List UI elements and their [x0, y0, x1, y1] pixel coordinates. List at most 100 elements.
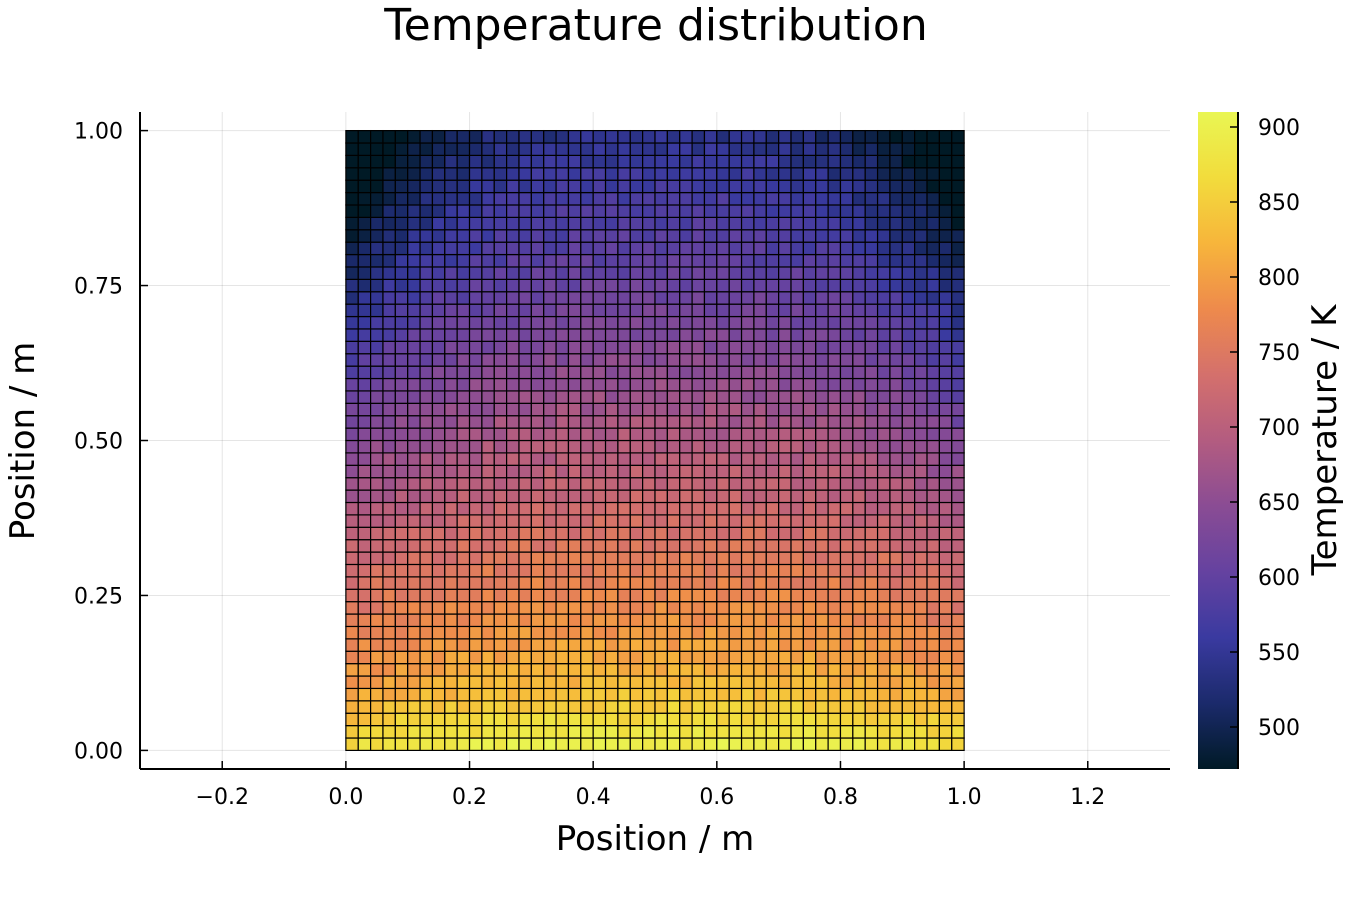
heatmap-cell — [345, 241, 359, 256]
heatmap-cell — [407, 700, 421, 714]
heatmap-cell — [654, 501, 668, 516]
heatmap-cell — [703, 253, 718, 268]
heatmap-cell — [666, 725, 681, 739]
heatmap-cell — [592, 650, 607, 665]
heatmap-cell — [567, 501, 582, 516]
heatmap-cell — [716, 712, 730, 727]
heatmap-cell — [901, 278, 916, 293]
heatmap-cell — [394, 588, 409, 603]
heatmap-cell — [407, 725, 421, 739]
heatmap-cell — [951, 229, 965, 243]
heatmap-cell — [703, 687, 718, 702]
heatmap-cell — [481, 315, 495, 330]
heatmap-cell — [543, 439, 557, 454]
heatmap-cell — [468, 365, 483, 380]
heatmap-cell — [604, 452, 619, 466]
heatmap-cell — [580, 601, 594, 615]
heatmap-cell — [468, 253, 483, 268]
heatmap-cell — [901, 241, 916, 256]
heatmap-cell — [382, 675, 396, 690]
heatmap-cell — [654, 303, 668, 318]
heatmap-cell — [876, 539, 891, 553]
heatmap-cell — [703, 328, 718, 342]
heatmap-cell — [802, 514, 817, 528]
heatmap-cell — [468, 551, 483, 566]
heatmap-cell — [765, 489, 780, 504]
heatmap-cell — [864, 501, 879, 516]
heatmap-cell — [889, 539, 903, 553]
heatmap-cell — [468, 204, 483, 218]
heatmap-cell — [382, 142, 396, 156]
heatmap-cell — [394, 477, 409, 491]
heatmap-cell — [716, 167, 730, 181]
heatmap-cell — [345, 216, 359, 231]
heatmap-cell — [567, 266, 582, 280]
heatmap-cell — [753, 253, 767, 268]
heatmap-cell — [740, 167, 755, 181]
heatmap-cell — [876, 266, 891, 280]
heatmap-cell — [567, 712, 582, 727]
heatmap-cell — [394, 675, 409, 690]
heatmap-cell — [716, 625, 730, 640]
heatmap-cell — [728, 179, 743, 194]
heatmap-cell — [555, 563, 570, 578]
heatmap-cell — [876, 700, 891, 714]
heatmap-cell — [778, 551, 792, 566]
heatmap-cell — [778, 179, 792, 194]
heatmap-cell — [617, 452, 631, 466]
heatmap-cell — [654, 179, 668, 194]
heatmap-cell — [914, 675, 928, 690]
heatmap-cell — [456, 477, 471, 491]
heatmap-cell — [852, 167, 866, 181]
heatmap-cell — [703, 539, 718, 553]
heatmap-cell — [642, 725, 656, 739]
heatmap-cell — [703, 576, 718, 590]
heatmap-cell — [740, 551, 755, 566]
heatmap-cell — [728, 687, 743, 702]
heatmap-cell — [530, 229, 545, 243]
heatmap-cell — [901, 253, 916, 268]
heatmap-cell — [456, 439, 471, 454]
heatmap-cell — [852, 415, 866, 429]
heatmap-cell — [407, 514, 421, 528]
heatmap-cell — [431, 191, 446, 206]
heatmap-cell — [666, 365, 681, 380]
heatmap-cell — [481, 365, 495, 380]
heatmap-cell — [617, 266, 631, 280]
heatmap-cell — [679, 725, 693, 739]
heatmap-cell — [926, 650, 940, 665]
heatmap-cell — [703, 439, 718, 454]
heatmap-cell — [790, 340, 804, 355]
heatmap-cell — [419, 588, 434, 603]
heatmap-cell — [642, 402, 656, 417]
heatmap-cell — [481, 650, 495, 665]
heatmap-cell — [642, 365, 656, 380]
heatmap-cell — [629, 539, 644, 553]
heatmap-cell — [839, 489, 854, 504]
heatmap-cell — [580, 501, 594, 516]
heatmap-cell — [876, 241, 891, 256]
heatmap-cell — [493, 452, 508, 466]
heatmap-cell — [493, 191, 508, 206]
heatmap-cell — [839, 340, 854, 355]
heatmap-cell — [716, 563, 730, 578]
heatmap-cell — [914, 229, 928, 243]
heatmap-cell — [617, 129, 631, 144]
heatmap-cell — [493, 415, 508, 429]
heatmap-cell — [765, 588, 780, 603]
heatmap-cell — [555, 501, 570, 516]
heatmap-cell — [468, 477, 483, 491]
heatmap-cell — [592, 142, 607, 156]
heatmap-cell — [926, 278, 940, 293]
heatmap-cell — [765, 712, 780, 727]
heatmap-cell — [370, 204, 384, 218]
heatmap-cell — [679, 489, 693, 504]
heatmap-cell — [493, 514, 508, 528]
heatmap-cell — [740, 601, 755, 615]
heatmap-cell — [716, 588, 730, 603]
heatmap-cell — [864, 725, 879, 739]
heatmap-cell — [716, 129, 730, 144]
heatmap-cell — [382, 526, 396, 541]
heatmap-cell — [407, 129, 421, 144]
heatmap-cell — [827, 439, 842, 454]
